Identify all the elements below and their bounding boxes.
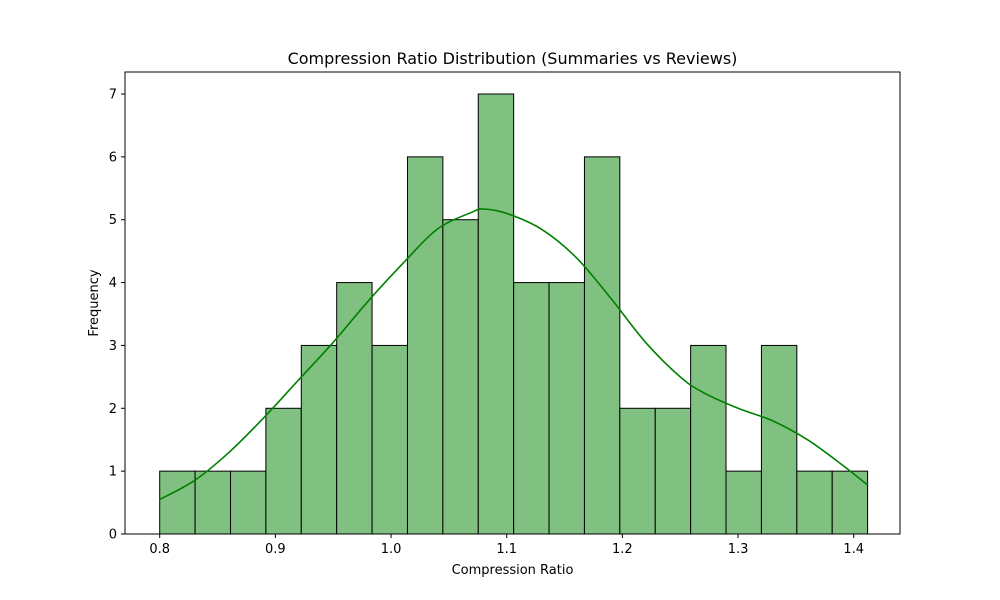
histogram-bar	[583, 156, 621, 535]
histogram-bar	[442, 219, 479, 535]
histogram-bar	[371, 344, 408, 535]
kde-layer	[159, 208, 869, 501]
y-tick-label: 3	[109, 339, 117, 354]
x-tick-label: 1.2	[612, 542, 633, 557]
histogram-bar	[513, 282, 550, 535]
plot-frame	[124, 71, 901, 535]
y-tick-label: 6	[109, 150, 117, 165]
x-tick-label: 1.4	[843, 542, 864, 557]
histogram-bar	[406, 156, 444, 535]
y-tick-label: 1	[109, 465, 117, 480]
y-tick-label: 4	[109, 276, 117, 291]
histogram-bar	[760, 344, 798, 535]
y-tick-label: 7	[109, 88, 117, 103]
y-tick-label: 5	[109, 213, 117, 228]
histogram-bar	[159, 470, 196, 535]
histogram-bar	[194, 470, 231, 535]
histogram-bar	[796, 470, 833, 535]
histogram-bar	[654, 407, 692, 535]
y-axis-ticks: 0 1 2 3 4 5 6 7	[109, 88, 125, 543]
x-axis-ticks: 0.8 0.9 1.0 1.1 1.2 1.3 1.4	[149, 534, 864, 557]
chart-title: Compression Ratio Distribution (Summarie…	[288, 49, 738, 68]
kde-curve	[159, 208, 869, 501]
histogram-bar	[619, 407, 656, 535]
histogram-bar	[725, 470, 762, 535]
histogram-bar	[336, 282, 373, 535]
y-tick-label: 0	[109, 528, 117, 543]
x-tick-label: 1.3	[728, 542, 749, 557]
y-tick-label: 2	[109, 402, 117, 417]
x-tick-label: 1.1	[496, 542, 517, 557]
x-tick-label: 0.8	[149, 542, 170, 557]
histogram-bar	[300, 344, 338, 535]
histogram-bar	[548, 282, 585, 535]
x-axis-label: Compression Ratio	[452, 563, 574, 578]
histogram-bar	[265, 407, 302, 535]
histogram-bar	[690, 344, 727, 535]
bars-layer	[159, 93, 869, 535]
histogram-bar	[477, 93, 515, 535]
histogram-bar	[229, 470, 267, 535]
x-tick-label: 0.9	[265, 542, 286, 557]
x-tick-label: 1.0	[381, 542, 402, 557]
y-axis-label: Frequency	[87, 269, 102, 336]
histogram-bar	[831, 470, 869, 535]
